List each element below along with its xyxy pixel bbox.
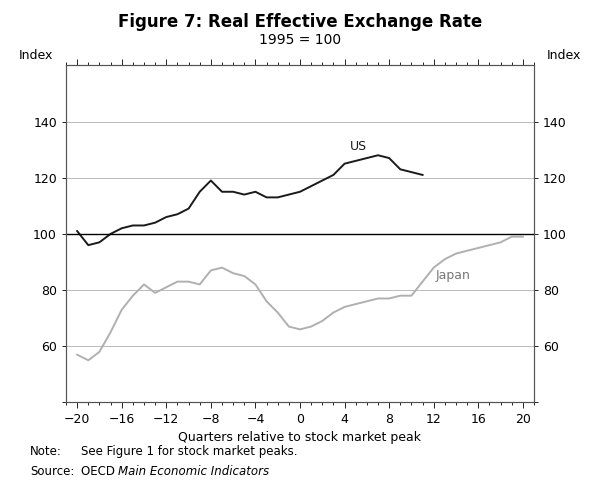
Text: Index: Index: [19, 49, 53, 62]
Text: Japan: Japan: [436, 269, 471, 282]
Text: Main Economic Indicators: Main Economic Indicators: [118, 465, 269, 478]
Text: OECD: OECD: [81, 465, 119, 478]
Text: 1995 = 100: 1995 = 100: [259, 33, 341, 47]
X-axis label: Quarters relative to stock market peak: Quarters relative to stock market peak: [179, 432, 421, 444]
Text: Note:: Note:: [30, 445, 62, 458]
Text: Source:: Source:: [30, 465, 74, 478]
Text: Figure 7: Real Effective Exchange Rate: Figure 7: Real Effective Exchange Rate: [118, 13, 482, 31]
Text: US: US: [350, 140, 367, 152]
Text: Index: Index: [547, 49, 581, 62]
Text: See Figure 1 for stock market peaks.: See Figure 1 for stock market peaks.: [81, 445, 298, 458]
